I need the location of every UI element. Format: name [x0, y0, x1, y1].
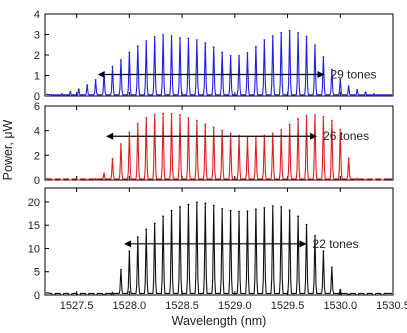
panel-bottom: 0 5 10 15 20 1527.5 1528.0 1528.5 1529.0 1529.5 15…: [28, 187, 407, 312]
y-tick-label: 1: [34, 71, 40, 83]
spectrum-trace: [45, 201, 392, 296]
x-tick-label: 1527.5: [60, 300, 94, 312]
arrow-head-right: [299, 240, 307, 248]
panel-frame: [44, 187, 394, 296]
y-tick-label: 0: [34, 290, 40, 302]
x-tick-label: 1528.0: [113, 300, 147, 312]
x-tick-label: 1528.5: [165, 300, 199, 312]
x-tick-label: 1530.0: [323, 300, 357, 312]
spectrum-trace: [45, 29, 392, 97]
arrow-head-left: [124, 240, 132, 248]
y-tick-label: 0: [34, 91, 40, 103]
y-tick-label: 5: [34, 267, 40, 279]
x-tick-label: 1530.5: [376, 300, 407, 312]
y-tick-label: 3: [34, 30, 40, 42]
plot-panels: 0 1 2 3 4 29 tones 0 2 4 6 26 tones 0 5 10 15 20 1527.5 1…: [28, 9, 407, 312]
y-tick-label: 4: [34, 126, 40, 138]
y-tick-label: 2: [34, 150, 40, 162]
arrow-head-right: [310, 132, 318, 140]
x-tick-label: 1529.5: [271, 300, 305, 312]
panel-middle: 0 2 4 6 26 tones: [34, 101, 394, 187]
spectrum-trace: [45, 112, 392, 181]
x-axis-title: Wavelength (nm): [172, 314, 267, 328]
y-tick-label: 15: [28, 220, 40, 232]
y-tick-label: 6: [34, 101, 40, 113]
y-tick-label: 10: [28, 243, 40, 255]
y-tick-label: 20: [28, 197, 40, 209]
x-tick-label: 1529.0: [218, 300, 252, 312]
arrow-head-left: [97, 70, 105, 78]
arrow-head-left: [106, 132, 114, 140]
arrow-head-right: [317, 70, 325, 78]
tone-count-label: 22 tones: [313, 237, 359, 251]
tone-count-label: 29 tones: [330, 67, 376, 81]
tone-count-label: 26 tones: [323, 129, 369, 143]
y-tick-label: 4: [34, 9, 40, 21]
y-tick-label: 2: [34, 50, 40, 62]
y-axis-title: Power, μW: [1, 119, 15, 180]
y-tick-label: 0: [34, 175, 40, 187]
panel-top: 0 1 2 3 4 29 tones: [34, 9, 394, 103]
panel-frame: [44, 105, 394, 181]
